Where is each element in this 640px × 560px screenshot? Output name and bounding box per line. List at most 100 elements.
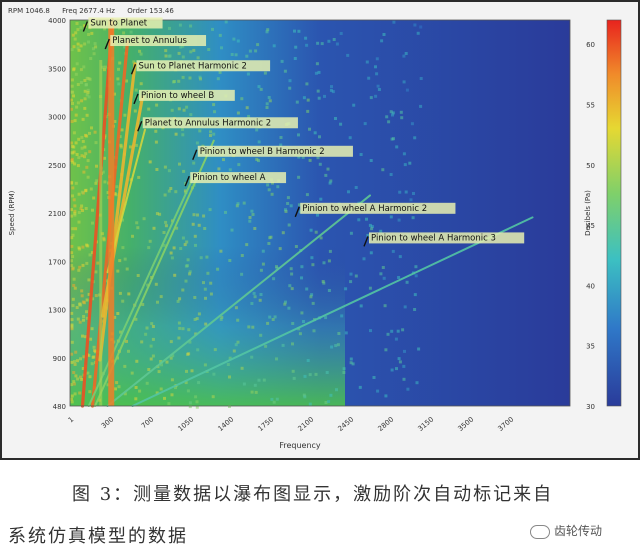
annotation-pointer: [363, 236, 369, 247]
noise-cell: [135, 359, 139, 363]
noise-cell: [309, 228, 313, 232]
noise-cell: [294, 45, 298, 49]
noise-cell: [174, 132, 178, 136]
annotation-label: Sun to Planet Harmonic 2: [139, 61, 247, 71]
noise-cell: [184, 264, 188, 268]
noise-cell: [259, 293, 263, 296]
noise-cell: [263, 71, 267, 75]
noise-cell: [76, 164, 80, 168]
noise-cell: [83, 79, 87, 82]
noise-cell: [211, 395, 215, 399]
noise-cell: [209, 281, 213, 285]
noise-cell: [185, 240, 189, 244]
noise-cell: [250, 209, 254, 213]
noise-cell: [70, 181, 73, 185]
noise-cell: [71, 267, 75, 271]
y-tick-label: 1300: [48, 307, 66, 315]
noise-cell: [71, 90, 75, 94]
noise-cell: [77, 156, 81, 160]
colorbar-tick-label: 55: [586, 101, 595, 109]
noise-cell: [70, 360, 74, 364]
noise-cell: [149, 357, 153, 361]
colorbar-label: Decibels (Pa): [584, 190, 592, 236]
noise-cell: [329, 88, 333, 92]
colorbar-tick-label: 40: [586, 282, 595, 290]
noise-cell: [213, 348, 217, 352]
noise-cell: [257, 85, 261, 89]
noise-cell: [70, 311, 74, 315]
noise-cell: [159, 295, 163, 299]
noise-cell: [164, 54, 168, 58]
noise-cell: [181, 133, 185, 137]
x-tick-label: 2800: [376, 415, 395, 433]
noise-cell: [336, 343, 340, 347]
noise-cell: [181, 236, 185, 240]
order-line-6: [87, 172, 196, 407]
noise-cell: [83, 42, 87, 46]
noise-cell: [218, 33, 222, 37]
noise-cell: [335, 388, 338, 392]
noise-cell: [177, 321, 181, 325]
noise-cell: [123, 257, 127, 261]
noise-cell: [275, 397, 279, 401]
noise-cell: [405, 280, 409, 284]
noise-cell: [167, 189, 171, 193]
noise-cell: [134, 317, 138, 321]
noise-cell: [130, 371, 134, 375]
noise-cell: [70, 236, 74, 240]
noise-cell: [80, 289, 84, 293]
noise-cell: [101, 65, 105, 69]
noise-cell: [316, 89, 320, 93]
noise-cell: [165, 360, 169, 364]
noise-cell: [72, 150, 76, 154]
annotation-label: Pinion to wheel B Harmonic 2: [200, 147, 325, 157]
noise-cell: [77, 220, 81, 224]
noise-cell: [134, 143, 138, 147]
noise-cell: [70, 259, 73, 263]
noise-cell: [70, 318, 74, 322]
noise-cell: [77, 137, 81, 141]
noise-cell: [257, 140, 261, 144]
noise-cell: [288, 86, 292, 90]
noise-cell: [347, 190, 350, 194]
noise-cell: [192, 213, 196, 217]
noise-cell: [275, 357, 278, 361]
noise-cell: [134, 386, 138, 389]
noise-cell: [369, 251, 373, 255]
noise-cell: [83, 155, 86, 159]
noise-cell: [85, 93, 89, 97]
colorbar-tick-label: 60: [586, 41, 595, 49]
noise-cell: [87, 292, 91, 296]
noise-cell: [157, 370, 161, 374]
noise-cell: [311, 301, 315, 305]
noise-cell: [70, 264, 74, 268]
noise-cell: [302, 393, 306, 397]
noise-cell: [289, 267, 293, 271]
noise-cell: [305, 287, 309, 291]
noise-cell: [70, 383, 73, 387]
noise-cell: [84, 335, 87, 339]
noise-cell: [370, 225, 374, 229]
noise-cell: [76, 317, 80, 321]
noise-cell: [329, 179, 333, 183]
noise-cell: [189, 113, 193, 117]
noise-cell: [266, 321, 270, 325]
noise-cell: [72, 145, 76, 149]
noise-cell: [100, 232, 104, 236]
noise-cell: [72, 380, 76, 384]
noise-cell: [404, 52, 408, 55]
noise-cell: [190, 369, 194, 373]
noise-cell: [409, 198, 413, 202]
noise-cell: [77, 48, 81, 52]
rpm-readout: RPM 1046.8: [8, 7, 50, 15]
noise-cell: [222, 158, 225, 162]
noise-cell: [92, 355, 96, 359]
noise-cell: [82, 315, 86, 318]
noise-cell: [88, 390, 92, 394]
noise-cell: [335, 42, 339, 46]
noise-cell: [325, 371, 329, 374]
noise-cell: [367, 76, 371, 80]
noise-cell: [234, 53, 238, 57]
noise-cell: [79, 44, 83, 48]
